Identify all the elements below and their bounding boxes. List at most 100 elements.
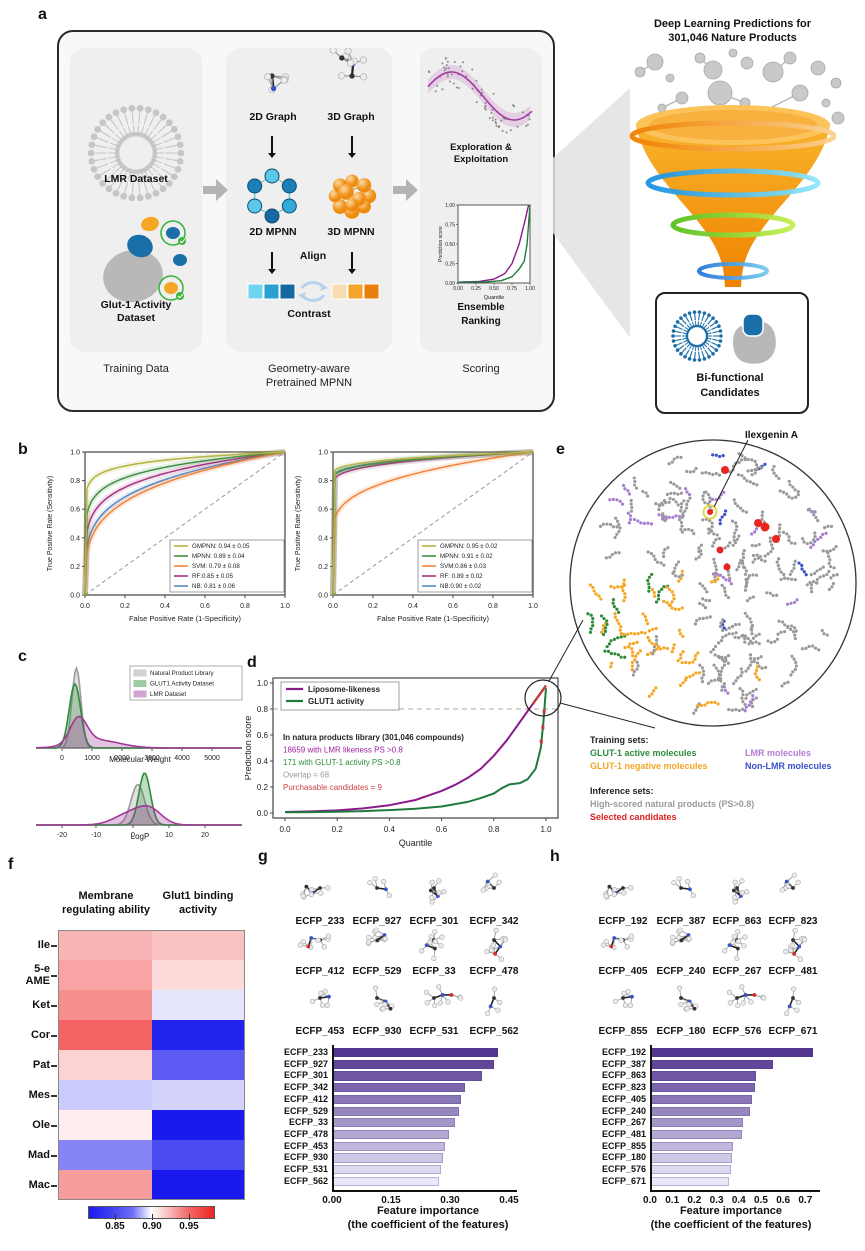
svg-text:Natural Product Library: Natural Product Library: [150, 670, 215, 677]
colorbar-tick: [189, 1214, 190, 1220]
bar-axis: [332, 1045, 334, 1191]
svg-text:0.6: 0.6: [436, 825, 448, 834]
bar-axis-h: [650, 1190, 820, 1193]
bar-label: ECFP_823: [601, 1082, 646, 1093]
bar-tick-label: 0.0: [643, 1195, 657, 1207]
svg-text:0.4: 0.4: [318, 535, 328, 542]
bar-tick-label: 0.00: [322, 1195, 342, 1207]
fragment-label: ECFP_930: [352, 1026, 402, 1037]
svg-text:20: 20: [201, 832, 209, 839]
bar: [333, 1094, 461, 1105]
heatmap-cell: [58, 1110, 152, 1140]
svg-text:0.6: 0.6: [257, 731, 269, 740]
svg-text:SVM:0.86 ± 0.03: SVM:0.86 ± 0.03: [440, 563, 487, 570]
bar: [651, 1165, 731, 1175]
inference-sets-legend: High-scored natural products (PS>0.8) Sel…: [590, 798, 865, 824]
svg-text:1.0: 1.0: [257, 679, 269, 688]
bar: [333, 1153, 444, 1163]
svg-text:0.0: 0.0: [279, 825, 291, 834]
mpnn-diagram: [247, 48, 380, 302]
legend-item: Non-LMR molecules: [745, 761, 832, 771]
legend-item: GLUT-1 negative molecules: [590, 761, 708, 771]
heatmap: Ile 5-e AME Ket Cor Pat Mes Ole Mad Mac 0.85 0.90 0.…: [0, 0, 260, 1251]
legend-item: GLUT-1 active molecules: [590, 748, 697, 758]
candidates-label-2: Candidates: [700, 387, 760, 399]
bar-label: ECFP_671: [601, 1175, 646, 1186]
svg-text:0.4: 0.4: [160, 603, 170, 610]
tsne-scatter: [569, 439, 857, 727]
svg-text:GMPNN: 0.95 ± 0.02: GMPNN: 0.95 ± 0.02: [440, 543, 498, 550]
graph-2d-label: 2D Graph: [249, 111, 297, 123]
bar-label: ECFP_855: [601, 1140, 646, 1151]
legend-item: Selected candidates: [590, 812, 677, 822]
svg-text:0.8: 0.8: [240, 603, 250, 610]
bar-label: ECFP_192: [601, 1047, 646, 1057]
bar-label: ECFP_529: [283, 1105, 328, 1116]
svg-text:0.00: 0.00: [453, 286, 463, 292]
panel-d-label: d: [247, 654, 257, 671]
bar-label: ECFP_240: [601, 1105, 646, 1116]
h-xlabel-2: (the coefficient of the features): [650, 1219, 812, 1231]
svg-text:1.0: 1.0: [318, 450, 328, 457]
training-caption: Training Data: [103, 363, 169, 375]
svg-text:0.8: 0.8: [318, 478, 328, 485]
fragment-label: ECFP_387: [656, 916, 706, 927]
svg-text:Liposome-likeness: Liposome-likeness: [308, 685, 381, 694]
svg-text:0.8: 0.8: [488, 825, 500, 834]
panel-f-label: f: [8, 856, 14, 873]
heatmap-cell: [151, 930, 245, 960]
lmr-dataset-label: LMR Dataset: [104, 173, 168, 185]
svg-text:False Positive Rate (1-Specifi: False Positive Rate (1-Specificity): [129, 614, 242, 623]
heatmap-row-tick: [51, 1125, 57, 1127]
svg-text:False Positive Rate (1-Specifi: False Positive Rate (1-Specificity): [377, 614, 490, 623]
svg-text:LogP: LogP: [131, 832, 150, 841]
heatmap-col2-header-1: Glut1 binding: [162, 890, 234, 902]
bar-label: ECFP_930: [283, 1152, 328, 1163]
fragment-label: ECFP_481: [768, 966, 818, 977]
svg-text:SVM: 0.79 ± 0.08: SVM: 0.79 ± 0.08: [192, 563, 240, 570]
svg-text:1.0: 1.0: [70, 450, 80, 457]
svg-text:0.0: 0.0: [318, 593, 328, 600]
svg-text:1.00: 1.00: [445, 203, 455, 209]
bar-label: ECFP_180: [601, 1152, 646, 1163]
heatmap-row-tick: [51, 975, 57, 977]
svg-text:0.4: 0.4: [408, 603, 418, 610]
density-charts: 0 1000 2000 3000 4000 5000 Molecular Weight -20…: [35, 665, 243, 841]
ensemble-label-2: Ranking: [461, 316, 501, 327]
heatmap-border: [58, 930, 245, 1200]
fragment-label: ECFP_192: [598, 916, 648, 927]
svg-text:1000: 1000: [84, 755, 100, 762]
funnel-title-1: Deep Learning Predictions for: [653, 18, 812, 30]
panel-c-label: c: [18, 648, 27, 665]
fragment-label: ECFP_405: [598, 966, 648, 977]
prediction-quantile-chart: 0.0 0.2 0.4 0.6 0.8 1.0 1.0 0.8 0.6 0.4 0.2 0.0 Quan…: [245, 677, 559, 848]
bar-label: ECFP_405: [601, 1093, 646, 1104]
svg-text:0.0: 0.0: [80, 603, 90, 610]
bar: [333, 1176, 440, 1186]
bar-tick-label: 0.7: [798, 1195, 813, 1207]
heatmap-row-label: Mad: [28, 1149, 50, 1161]
heatmap-cell: [58, 960, 152, 990]
heatmap-row-label: Mes: [28, 1089, 50, 1101]
colorbar-tick: [115, 1214, 116, 1220]
svg-text:0.6: 0.6: [200, 603, 210, 610]
fragment-label: ECFP_342: [469, 916, 519, 927]
bar: [651, 1176, 729, 1186]
heatmap-cell: [151, 1050, 245, 1080]
bar-label: ECFP_453: [283, 1140, 328, 1151]
svg-text:0.00: 0.00: [445, 281, 455, 287]
bar-label: ECFP_267: [601, 1117, 646, 1128]
bar-label: ECFP_927: [283, 1058, 328, 1069]
bar: [333, 1059, 495, 1069]
bar-axis-h: [332, 1190, 517, 1193]
glut-dataset-label-2: Dataset: [117, 312, 155, 324]
ilexgenin-annotation: Ilexgenin A: [745, 430, 798, 441]
svg-text:0.2: 0.2: [368, 603, 378, 610]
bar: [333, 1048, 499, 1058]
fragment-label: ECFP_233: [295, 916, 345, 927]
svg-text:0: 0: [60, 755, 64, 762]
heatmap-colorbar: [88, 1206, 215, 1219]
exploration-label-2: Exploitation: [453, 154, 509, 165]
svg-text:1.0: 1.0: [528, 603, 538, 610]
